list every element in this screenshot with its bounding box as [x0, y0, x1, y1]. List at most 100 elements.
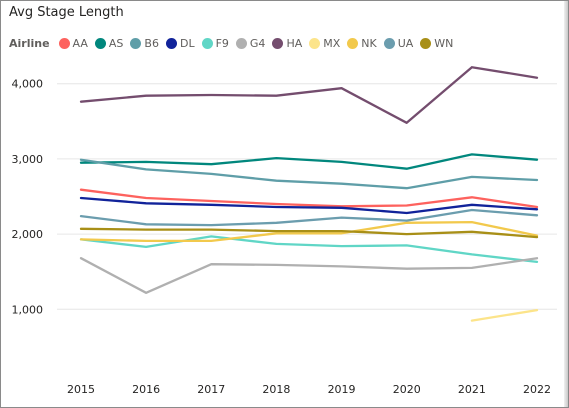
- data-point[interactable]: [534, 234, 540, 240]
- data-point[interactable]: [534, 157, 540, 163]
- data-point[interactable]: [534, 255, 540, 261]
- data-point[interactable]: [469, 202, 475, 208]
- data-point[interactable]: [78, 99, 84, 105]
- series-line[interactable]: [79, 227, 539, 239]
- data-point[interactable]: [78, 255, 84, 261]
- data-point[interactable]: [339, 263, 345, 269]
- series-dl[interactable]: [78, 195, 540, 216]
- data-point[interactable]: [143, 290, 149, 296]
- data-point[interactable]: [143, 166, 149, 172]
- data-point[interactable]: [339, 159, 345, 165]
- series-f9[interactable]: [78, 233, 540, 265]
- data-point[interactable]: [339, 205, 345, 211]
- data-point[interactable]: [404, 210, 410, 216]
- legend-item-dl[interactable]: DL: [165, 37, 195, 50]
- series-line[interactable]: [470, 308, 539, 322]
- data-point[interactable]: [273, 262, 279, 268]
- series-line[interactable]: [79, 208, 539, 227]
- data-point[interactable]: [273, 204, 279, 210]
- data-point[interactable]: [469, 219, 475, 225]
- series-line[interactable]: [79, 158, 539, 190]
- series-line[interactable]: [79, 196, 539, 215]
- data-point[interactable]: [534, 177, 540, 183]
- data-point[interactable]: [273, 228, 279, 234]
- data-point[interactable]: [469, 229, 475, 235]
- data-point[interactable]: [143, 221, 149, 227]
- series-line[interactable]: [79, 153, 539, 170]
- legend-item-b6[interactable]: B6: [130, 37, 159, 50]
- series-as[interactable]: [78, 151, 540, 171]
- data-point[interactable]: [469, 194, 475, 200]
- series-line[interactable]: [79, 257, 539, 294]
- legend-item-ha[interactable]: HA: [272, 37, 302, 50]
- data-point[interactable]: [404, 266, 410, 272]
- series-ua[interactable]: [78, 207, 540, 228]
- data-point[interactable]: [273, 93, 279, 99]
- data-point[interactable]: [208, 202, 214, 208]
- data-point[interactable]: [404, 203, 410, 209]
- series-line[interactable]: [79, 220, 539, 243]
- data-point[interactable]: [208, 92, 214, 98]
- data-point[interactable]: [78, 226, 84, 232]
- data-point[interactable]: [404, 185, 410, 191]
- series-b6[interactable]: [78, 157, 540, 192]
- legend-item-f9[interactable]: F9: [201, 37, 229, 50]
- data-point[interactable]: [469, 251, 475, 257]
- data-point[interactable]: [339, 215, 345, 221]
- data-point[interactable]: [534, 206, 540, 212]
- series-wn[interactable]: [78, 226, 540, 240]
- data-point[interactable]: [208, 171, 214, 177]
- data-point[interactable]: [273, 241, 279, 247]
- data-point[interactable]: [404, 166, 410, 172]
- data-point[interactable]: [143, 93, 149, 99]
- data-point[interactable]: [339, 85, 345, 91]
- legend-item-ua[interactable]: UA: [383, 37, 413, 50]
- data-point[interactable]: [469, 151, 475, 157]
- series-g4[interactable]: [78, 255, 540, 296]
- data-point[interactable]: [143, 159, 149, 165]
- data-point[interactable]: [208, 227, 214, 233]
- data-point[interactable]: [534, 212, 540, 218]
- data-point[interactable]: [404, 218, 410, 224]
- legend-item-nk[interactable]: NK: [347, 37, 377, 50]
- data-point[interactable]: [273, 155, 279, 161]
- data-point[interactable]: [78, 195, 84, 201]
- data-point[interactable]: [143, 244, 149, 250]
- data-point[interactable]: [78, 157, 84, 163]
- data-point[interactable]: [469, 207, 475, 213]
- data-point[interactable]: [143, 200, 149, 206]
- data-point[interactable]: [78, 187, 84, 193]
- legend-item-g4[interactable]: G4: [235, 37, 265, 50]
- series-line[interactable]: [79, 235, 539, 264]
- data-point[interactable]: [273, 220, 279, 226]
- data-point[interactable]: [208, 238, 214, 244]
- data-point[interactable]: [404, 231, 410, 237]
- series-mx[interactable]: [469, 307, 540, 324]
- data-point[interactable]: [339, 228, 345, 234]
- series-aa[interactable]: [78, 187, 540, 210]
- data-point[interactable]: [469, 174, 475, 180]
- legend-item-wn[interactable]: WN: [420, 37, 453, 50]
- data-point[interactable]: [469, 265, 475, 271]
- series-nk[interactable]: [78, 219, 540, 244]
- data-point[interactable]: [404, 242, 410, 248]
- data-point[interactable]: [339, 243, 345, 249]
- data-point[interactable]: [534, 307, 540, 313]
- series-line[interactable]: [79, 188, 539, 209]
- series-line[interactable]: [79, 66, 539, 124]
- legend-item-as[interactable]: AS: [94, 37, 123, 50]
- data-point[interactable]: [273, 178, 279, 184]
- data-point[interactable]: [469, 318, 475, 324]
- data-point[interactable]: [143, 227, 149, 233]
- data-point[interactable]: [339, 181, 345, 187]
- data-point[interactable]: [208, 161, 214, 167]
- data-point[interactable]: [469, 64, 475, 70]
- legend-item-aa[interactable]: AA: [58, 37, 88, 50]
- legend-item-mx[interactable]: MX: [309, 37, 340, 50]
- data-point[interactable]: [78, 236, 84, 242]
- data-point[interactable]: [404, 120, 410, 126]
- data-point[interactable]: [208, 261, 214, 267]
- data-point[interactable]: [78, 213, 84, 219]
- data-point[interactable]: [534, 75, 540, 81]
- data-point[interactable]: [143, 195, 149, 201]
